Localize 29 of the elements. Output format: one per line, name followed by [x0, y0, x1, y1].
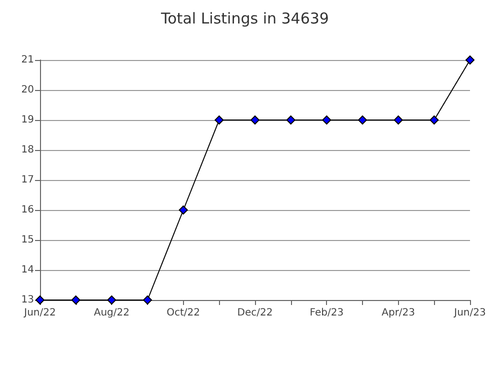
point: [466, 56, 474, 64]
y-tick-label: 15: [21, 234, 34, 246]
x-tick-label: Jun/22: [23, 308, 56, 318]
point: [107, 296, 116, 304]
x-tick-label: Apr/23: [382, 308, 416, 318]
point: [178, 206, 188, 214]
y-tick-label: 13: [21, 294, 34, 306]
y-tick-label: 20: [21, 84, 34, 96]
x-tick-label: Dec/22: [237, 308, 273, 318]
point: [358, 116, 367, 124]
point: [322, 116, 332, 124]
point: [394, 116, 403, 124]
x-tick-label: Feb/23: [310, 308, 344, 318]
point: [214, 116, 224, 124]
x-tick-label: Aug/22: [94, 308, 130, 318]
y-tick-label: 17: [21, 174, 34, 186]
point: [286, 116, 296, 124]
y-tick-label: 14: [21, 264, 34, 276]
y-tick-label: 18: [21, 144, 34, 156]
x-tick-label: Oct/22: [166, 308, 200, 318]
point: [71, 296, 80, 304]
chart-title: Total Listings in 34639: [160, 10, 329, 28]
point: [143, 296, 152, 304]
point: [430, 116, 439, 124]
y-tick-label: 21: [21, 54, 34, 66]
point: [250, 116, 260, 124]
y-tick-label: 19: [21, 114, 34, 126]
y-tick-label: 16: [21, 204, 34, 216]
x-tick-label: Jun/23: [453, 308, 486, 318]
